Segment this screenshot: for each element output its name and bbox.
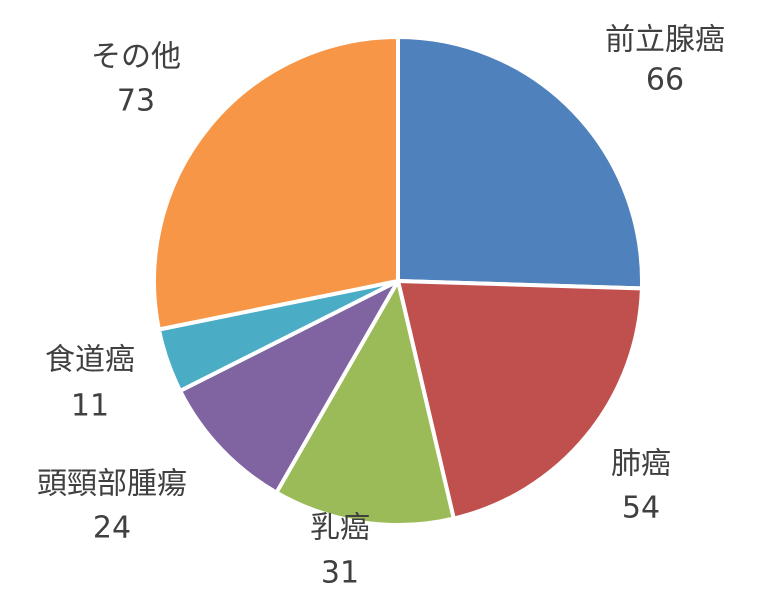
slice-category-label: 乳癌	[310, 511, 370, 546]
slice-value-label: 73	[117, 84, 155, 119]
slice-category-label: その他	[91, 40, 181, 75]
pie-slice-2	[396, 279, 644, 521]
pie-slice-6	[152, 35, 400, 332]
pie-labels: 前立腺癌 66 肺癌 54 乳癌 31 頭頸部腫瘍 24 食道癌 11 その他 73	[37, 23, 725, 591]
slice-value-label: 54	[622, 491, 660, 526]
slice-category-label: 頭頸部腫瘍	[37, 467, 187, 502]
slice-value-label: 24	[93, 511, 131, 546]
pie-slice-4	[178, 279, 400, 495]
slice-category-label: 前立腺癌	[605, 23, 725, 58]
slice-value-label: 11	[71, 389, 109, 424]
pie-slice-3	[274, 279, 456, 527]
slice-value-label: 66	[646, 63, 684, 98]
slice-value-label: 31	[321, 556, 359, 591]
pie-slices	[152, 35, 644, 527]
slice-category-label: 食道癌	[45, 343, 135, 378]
pie-slice-1	[396, 35, 644, 291]
slice-category-label: 肺癌	[611, 447, 671, 482]
